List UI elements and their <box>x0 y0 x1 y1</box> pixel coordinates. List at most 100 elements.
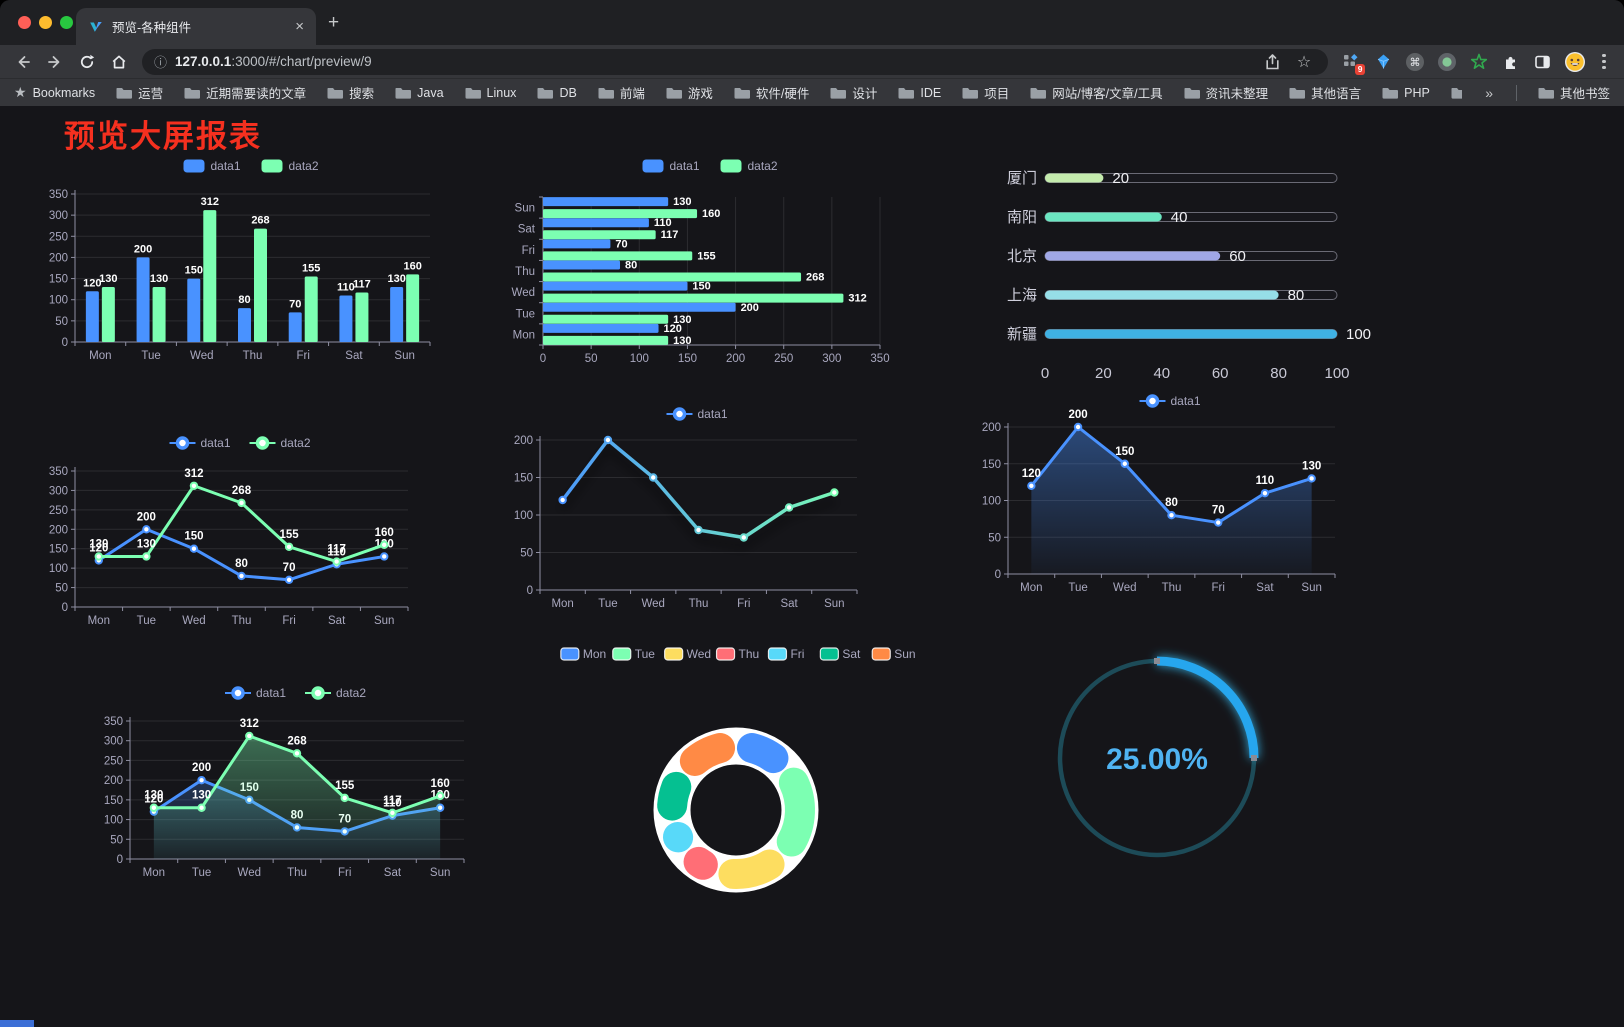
bookmarks-overflow-chevron[interactable]: » <box>1485 84 1493 101</box>
bookmark-item[interactable]: PHP <box>1382 83 1430 102</box>
svg-text:150: 150 <box>185 265 203 277</box>
bookmark-item[interactable]: 其他语言 <box>1289 83 1361 102</box>
folder-icon <box>116 86 133 99</box>
url-bar[interactable]: ⓘ 127.0.0.1:3000/#/chart/preview/9 ☆ <box>142 48 1328 75</box>
forward-button[interactable] <box>42 49 68 75</box>
site-info-icon[interactable]: ⓘ <box>154 55 168 70</box>
svg-text:Fri: Fri <box>790 647 804 661</box>
reload-button[interactable] <box>74 49 100 75</box>
svg-text:Mon: Mon <box>551 598 573 610</box>
url-text[interactable]: 127.0.0.1:3000/#/chart/preview/9 <box>175 54 1252 69</box>
svg-text:Sun: Sun <box>515 203 535 215</box>
bookmark-item[interactable]: 运营 <box>116 83 163 102</box>
home-button[interactable] <box>106 49 132 75</box>
bookmark-item[interactable]: 近期需要读的文章 <box>184 83 306 102</box>
bookmark-item[interactable]: 项目 <box>962 83 1009 102</box>
svg-text:Tue: Tue <box>141 350 160 362</box>
new-tab-button[interactable]: + <box>328 12 340 33</box>
extension-badge: 9 <box>1355 63 1365 75</box>
folder-icon <box>898 86 915 99</box>
bookmark-item[interactable]: Linux <box>465 83 516 102</box>
bookmark-item[interactable]: 游戏 <box>666 83 713 102</box>
bookmark-item[interactable]: 软件/硬件 <box>734 83 809 102</box>
svg-text:50: 50 <box>988 532 1001 544</box>
svg-text:117: 117 <box>353 279 371 291</box>
svg-text:新疆: 新疆 <box>1007 326 1037 343</box>
svg-text:data1: data1 <box>1171 394 1201 408</box>
bookmarks-divider <box>1515 84 1517 101</box>
bookmark-item[interactable]: IDE <box>898 83 941 102</box>
svg-text:312: 312 <box>848 293 866 305</box>
bookmark-item[interactable]: DB <box>537 83 577 102</box>
bookmark-star-icon[interactable]: ☆ <box>1296 53 1312 71</box>
two-series-line-chart: data1 data2 0 50 100 150 200 250 300 350 Mon Tue Wed… <box>40 429 430 644</box>
bookmark-item[interactable]: 文件服务器 <box>1451 83 1463 102</box>
svg-text:Sat: Sat <box>328 615 346 627</box>
svg-text:120: 120 <box>89 542 108 554</box>
svg-text:北京: 北京 <box>1007 248 1037 265</box>
bookmark-item[interactable]: Java <box>395 83 444 102</box>
svg-text:150: 150 <box>104 795 123 807</box>
two-series-area-chart: data1 data2 0 50 100 150 200 250 300 350 Mon Tue Wed… <box>100 679 485 894</box>
tab-close-icon[interactable]: × <box>295 18 304 35</box>
svg-text:70: 70 <box>615 238 627 250</box>
svg-text:110: 110 <box>337 281 355 293</box>
star-icon: ★ <box>14 84 27 100</box>
puzzle-extension-icon[interactable] <box>1498 49 1524 75</box>
svg-text:50: 50 <box>55 583 68 595</box>
svg-text:Thu: Thu <box>243 350 263 362</box>
folder-icon <box>1451 86 1463 99</box>
svg-text:80: 80 <box>1270 365 1287 382</box>
url-host: 127.0.0.1 <box>175 54 232 69</box>
svg-text:350: 350 <box>49 466 68 478</box>
bookmark-item[interactable]: 前端 <box>598 83 645 102</box>
bookmark-item-label: 项目 <box>984 87 1010 101</box>
svg-text:Sat: Sat <box>1256 582 1274 594</box>
svg-text:Wed: Wed <box>238 867 261 879</box>
svg-text:155: 155 <box>697 250 715 262</box>
close-window-button[interactable] <box>18 16 31 29</box>
folder-icon <box>465 86 481 99</box>
svg-text:Sat: Sat <box>780 598 798 610</box>
gem-extension-icon[interactable] <box>1370 49 1396 75</box>
back-button[interactable] <box>10 49 36 75</box>
svg-text:300: 300 <box>49 210 68 222</box>
minimize-window-button[interactable] <box>39 16 52 29</box>
profile-avatar[interactable] <box>1562 49 1588 75</box>
svg-text:20: 20 <box>1112 170 1129 187</box>
green-star-extension-icon[interactable] <box>1466 49 1492 75</box>
svg-text:data1: data1 <box>256 686 286 700</box>
svg-text:268: 268 <box>806 272 824 284</box>
svg-text:Wed: Wed <box>1113 582 1136 594</box>
record-extension-icon[interactable] <box>1434 49 1460 75</box>
svg-text:200: 200 <box>137 511 156 523</box>
svg-text:0: 0 <box>117 854 123 866</box>
svg-text:150: 150 <box>49 274 68 286</box>
svg-text:130: 130 <box>150 273 168 285</box>
bookmark-item[interactable]: 设计 <box>830 83 877 102</box>
bookmark-item[interactable]: 搜索 <box>327 83 374 102</box>
svg-text:Thu: Thu <box>232 615 252 627</box>
extension-grid-icon[interactable]: 9 <box>1338 49 1365 75</box>
svg-text:117: 117 <box>327 544 346 556</box>
svg-text:160: 160 <box>702 208 720 220</box>
browser-tab[interactable]: 预览-各种组件 × <box>76 8 316 45</box>
zoom-window-button[interactable] <box>60 16 73 29</box>
window-controls <box>18 16 73 29</box>
side-panel-icon[interactable] <box>1530 49 1556 75</box>
bookmark-item[interactable]: 资讯未整理 <box>1184 83 1268 102</box>
svg-text:130: 130 <box>673 335 691 347</box>
bookmarks-root[interactable]: ★ Bookmarks <box>14 84 95 101</box>
gradient-line-chart: data1 0 50 100 150 200 Mon Tue Wed Thu Fri Sat Sun <box>505 400 880 615</box>
svg-text:80: 80 <box>625 260 637 272</box>
svg-text:Wed: Wed <box>641 598 664 610</box>
svg-text:130: 130 <box>89 538 108 550</box>
other-bookmarks[interactable]: 其他书签 <box>1538 83 1610 102</box>
command-extension-icon[interactable]: ⌘ <box>1402 49 1428 75</box>
svg-text:100: 100 <box>49 563 68 575</box>
share-icon[interactable] <box>1260 53 1284 71</box>
bookmark-item[interactable]: 网站/博客/文章/工具 <box>1030 83 1163 102</box>
browser-menu-icon[interactable] <box>1594 49 1614 75</box>
svg-text:Sat: Sat <box>518 224 536 236</box>
svg-text:300: 300 <box>104 736 123 748</box>
